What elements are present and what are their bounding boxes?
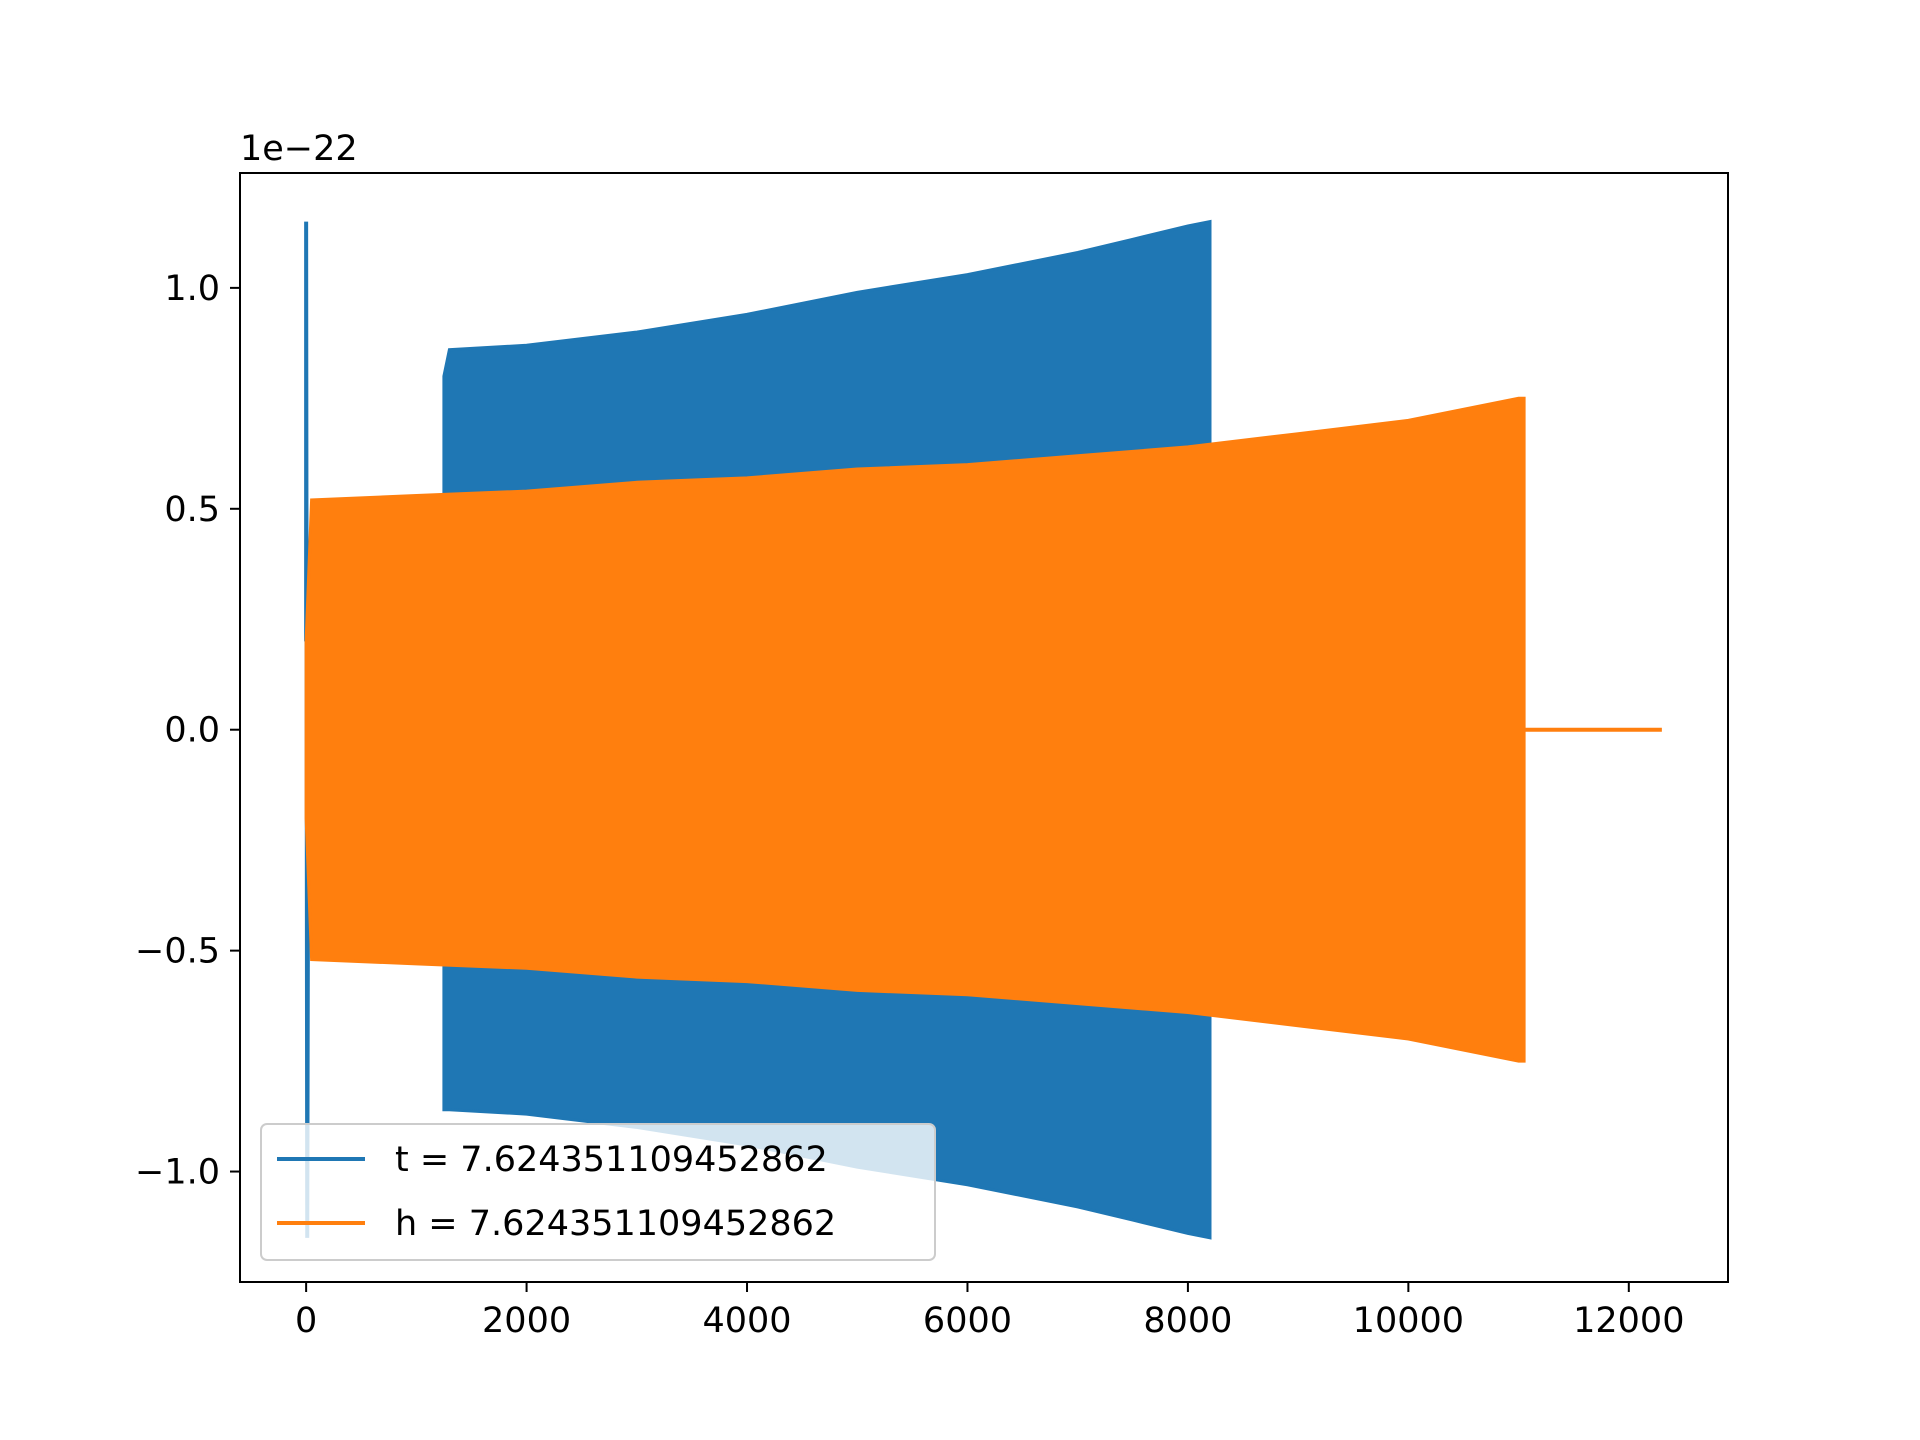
x-axis: 0 2000 4000 6000 8000 10000 12000	[295, 1282, 1684, 1341]
x-tick-label: 12000	[1573, 1301, 1684, 1341]
x-tick-label: 8000	[1143, 1301, 1232, 1341]
x-tick-label: 4000	[702, 1301, 791, 1341]
axes-frame	[239, 172, 1729, 1283]
y-tick-label: −0.5	[135, 932, 220, 972]
series-h	[304, 396, 1662, 1063]
y-offset-label: 1e−22	[240, 129, 358, 169]
y-tick-label: 0.0	[164, 711, 220, 751]
y-tick-label: −1.0	[135, 1153, 220, 1193]
x-tick-label: 2000	[482, 1301, 571, 1341]
envelope-h	[304, 396, 1526, 1063]
x-tick-label: 0	[295, 1301, 317, 1341]
y-axis: −1.0 −0.5 0.0 0.5 1.0	[135, 269, 240, 1193]
plot-area	[304, 219, 1662, 1240]
y-tick-label: 0.5	[164, 490, 220, 530]
legend-label-h: h = 7.624351109452862	[395, 1204, 836, 1244]
x-tick-label: 10000	[1353, 1301, 1464, 1341]
legend-label-t: t = 7.624351109452862	[395, 1140, 828, 1180]
x-tick-label: 6000	[923, 1301, 1012, 1341]
y-tick-label: 1.0	[164, 269, 220, 309]
legend-box	[260, 1123, 936, 1261]
legend: t = 7.624351109452862 h = 7.624351109452…	[260, 1123, 936, 1261]
